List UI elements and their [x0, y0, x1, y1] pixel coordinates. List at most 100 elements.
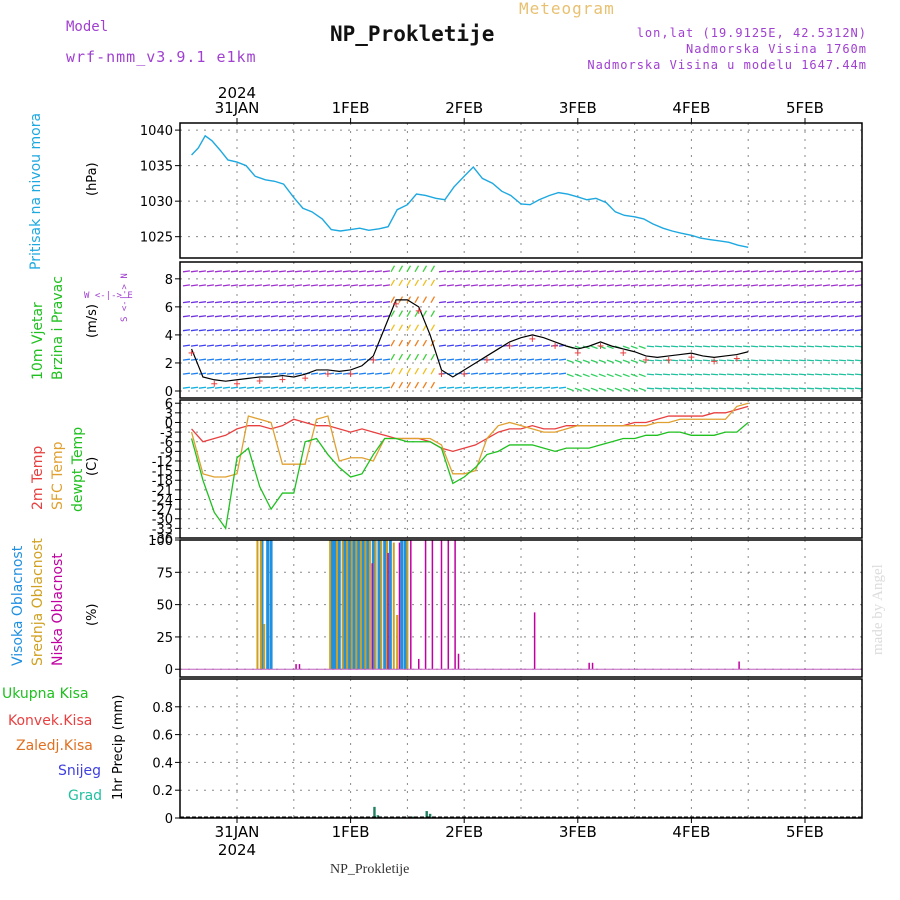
y-tick-label: -18	[152, 474, 173, 489]
wind-arrow	[350, 301, 359, 304]
wind-arrow	[462, 270, 471, 273]
wind-arrow	[598, 373, 606, 378]
wind-arrow	[310, 301, 319, 304]
wind-arrow	[542, 329, 551, 332]
x-label-bottom: 4FEB	[672, 823, 710, 841]
wind-arrow	[734, 359, 743, 362]
wind-arrow	[238, 284, 247, 287]
wind-arrow	[646, 387, 655, 390]
wind-arrow	[838, 315, 847, 318]
wind-arrow	[854, 329, 863, 332]
cloud-bar	[263, 624, 266, 670]
wind-arrow	[622, 373, 630, 378]
wind-arrow	[590, 301, 599, 304]
wind-arrow	[694, 284, 703, 287]
wind-arrow	[846, 387, 855, 390]
cloud-label-mid: Srednja Oblacnost	[30, 538, 46, 666]
wind-arrow	[350, 329, 359, 332]
wind-arrow	[470, 329, 479, 332]
wind-arrow	[814, 284, 823, 287]
wind-arrow	[358, 284, 367, 287]
wind-arrow	[830, 373, 839, 376]
wind-arrow	[494, 301, 503, 304]
wind-arrow	[806, 301, 815, 304]
precip-legend-item: Grad	[68, 788, 102, 804]
x-year-bottom: 2024	[218, 841, 256, 859]
wind-arrow	[798, 359, 807, 362]
wind-arrow	[750, 345, 759, 348]
wind-arrow	[238, 329, 247, 332]
panel-frame	[179, 539, 863, 678]
wind-arrow	[750, 373, 759, 376]
wind-arrow	[526, 270, 535, 273]
wind-arrow	[342, 344, 351, 347]
wind-arrow	[590, 329, 599, 332]
wind-arrow	[230, 344, 239, 347]
wind-arrow	[230, 358, 239, 361]
wind-arrow	[326, 329, 335, 332]
wind-arrow	[838, 301, 847, 304]
wind-arrow	[822, 315, 831, 318]
wind-arrow	[406, 310, 412, 318]
wind-arrow	[302, 329, 311, 332]
wind-arrow	[678, 315, 687, 318]
wind-arrow	[302, 284, 311, 287]
wind-arrow	[414, 367, 420, 375]
cloud-bar	[329, 540, 332, 670]
wind-arrow	[374, 301, 383, 304]
wind-arrow	[470, 270, 479, 273]
cloud-bar	[355, 540, 358, 670]
wind-arrow	[854, 315, 863, 318]
wind-arrow	[422, 296, 428, 303]
wind-arrow	[638, 345, 646, 350]
wind-arrow	[486, 270, 495, 273]
wind-arrow	[294, 284, 303, 287]
wind-arrow	[742, 373, 751, 376]
wind-arrow	[446, 329, 455, 332]
x-label-bottom: 31JAN	[215, 823, 260, 841]
wind-arrow	[414, 381, 420, 389]
wind-arrow	[270, 358, 279, 361]
wind-arrow	[246, 284, 255, 287]
wind-arrow	[550, 386, 559, 389]
wind-arrow	[462, 358, 471, 361]
wind-arrow	[742, 301, 751, 304]
wind-arrow	[718, 301, 727, 304]
wind-arrow	[558, 301, 567, 304]
wind-arrow	[430, 353, 436, 361]
wind-arrow	[766, 359, 775, 362]
wind-arrow	[270, 344, 279, 347]
cloud-bar	[738, 661, 740, 670]
wind-arrow	[718, 329, 727, 332]
wind-arrow	[358, 301, 367, 304]
wind-arrow	[806, 270, 815, 273]
model-name: wrf-nmm_v3.9.1 e1km	[66, 48, 257, 66]
wind-direction-legend: W <-|-> E	[84, 291, 133, 301]
wind-arrow	[414, 279, 420, 287]
wind-arrow	[318, 301, 327, 304]
wind-arrow	[358, 386, 367, 389]
wind-arrow	[462, 386, 471, 389]
wind-arrow	[518, 329, 527, 332]
wind-arrow	[358, 344, 367, 347]
wind-arrow	[534, 284, 543, 287]
wind-arrow	[582, 373, 590, 378]
wind-arrow	[830, 301, 839, 304]
wind-arrow	[806, 345, 815, 348]
cloud-bar	[418, 658, 420, 670]
panel-frame	[179, 399, 863, 539]
wind-arrow	[382, 315, 391, 318]
wind-arrow	[382, 284, 391, 287]
y-tick-label: 50	[156, 599, 173, 614]
wind-arrow	[662, 373, 671, 376]
wind-speed-line	[191, 299, 749, 382]
wind-arrow	[814, 359, 823, 362]
wind-arrow	[470, 284, 479, 287]
wind-arrow	[366, 344, 375, 347]
wind-arrow	[206, 301, 215, 304]
wind-arrow	[598, 387, 606, 392]
wind-arrow	[582, 284, 591, 287]
wind-arrow	[318, 270, 327, 273]
wind-arrow	[694, 301, 703, 304]
wind-arrow	[438, 344, 447, 347]
